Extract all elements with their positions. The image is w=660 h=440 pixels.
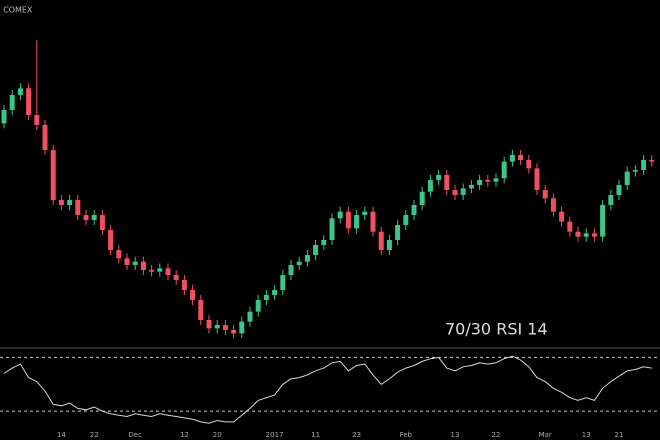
candle-body xyxy=(17,88,23,95)
candle-body xyxy=(263,295,269,300)
candle-body xyxy=(362,211,368,215)
candle-body xyxy=(591,233,597,237)
candle-body xyxy=(616,185,622,195)
candle-body xyxy=(534,168,540,190)
x-tick-label: 13 xyxy=(582,431,591,439)
candle-body xyxy=(181,280,187,290)
candle-body xyxy=(272,290,278,295)
x-tick-label: 22 xyxy=(90,431,99,439)
candle-body xyxy=(493,178,499,182)
candle-body xyxy=(411,205,417,215)
candle-body xyxy=(9,95,15,110)
candle-body xyxy=(91,215,97,220)
candle-body xyxy=(608,195,614,205)
candle-body xyxy=(165,268,171,275)
candle-body xyxy=(583,233,589,237)
candle-body xyxy=(485,180,491,182)
candle-body xyxy=(58,200,64,205)
candle-body xyxy=(157,268,163,272)
candle-body xyxy=(403,215,409,225)
x-tick-label: 12 xyxy=(180,431,189,439)
x-tick-label: 22 xyxy=(492,431,501,439)
candle-body xyxy=(124,258,130,265)
candle-body xyxy=(50,150,56,200)
candle-body xyxy=(108,230,114,250)
x-tick-label: Mar xyxy=(539,431,552,439)
candle-body xyxy=(83,215,89,220)
x-tick-label: 14 xyxy=(57,431,66,439)
candle-body xyxy=(26,88,32,115)
candle-body xyxy=(370,211,376,232)
candle-body xyxy=(239,321,245,334)
candle-body xyxy=(231,330,237,334)
symbol-label: , COMEX xyxy=(0,6,33,15)
candle-body xyxy=(296,261,302,265)
x-tick-label: 21 xyxy=(615,431,624,439)
candle-body xyxy=(395,225,401,240)
candle-body xyxy=(427,180,433,192)
candle-body xyxy=(255,300,261,312)
candle-body xyxy=(1,110,7,124)
candle-body xyxy=(99,215,105,230)
candle-body xyxy=(173,275,179,280)
candle-body xyxy=(149,270,155,272)
candle-body xyxy=(214,325,220,329)
x-tick-label: 20 xyxy=(213,431,222,439)
candle-body xyxy=(641,160,647,170)
candle-body xyxy=(378,231,384,250)
x-tick-label: 13 xyxy=(451,431,460,439)
candle-body xyxy=(460,188,466,195)
candle-body xyxy=(67,200,73,205)
candle-body xyxy=(575,231,581,237)
x-tick-label: 23 xyxy=(352,431,361,439)
candle-body xyxy=(518,155,524,160)
candle-body xyxy=(559,211,565,222)
candle-body xyxy=(436,175,442,180)
candle-body xyxy=(190,290,196,300)
indicator-annotation: 70/30 RSI 14 xyxy=(445,320,548,339)
candle-body xyxy=(329,218,335,240)
candle-body xyxy=(75,200,81,215)
candle-body xyxy=(600,205,606,237)
candle-body xyxy=(247,311,253,322)
candle-body xyxy=(624,171,630,185)
candle-body xyxy=(337,211,343,219)
candle-body xyxy=(542,190,548,199)
candle-body xyxy=(526,160,532,169)
x-tick-label: Feb xyxy=(400,431,413,439)
candle-body xyxy=(468,185,474,189)
candle-body xyxy=(649,160,655,162)
candle-body xyxy=(42,125,48,150)
candle-body xyxy=(222,325,228,330)
candle-body xyxy=(444,175,450,190)
candle-body xyxy=(116,250,122,259)
candle-body xyxy=(452,190,458,195)
candle-body xyxy=(280,275,286,290)
candle-body xyxy=(304,255,310,262)
candle-body xyxy=(550,198,556,212)
x-tick-label: 11 xyxy=(311,431,320,439)
candle-body xyxy=(632,170,638,172)
candle-body xyxy=(345,211,351,229)
candle-body xyxy=(509,155,515,162)
x-tick-label: 2017 xyxy=(266,431,284,439)
candle-body xyxy=(313,245,319,255)
x-tick-label: Dec xyxy=(128,431,142,439)
candle-body xyxy=(198,300,204,320)
candle-body xyxy=(206,320,212,329)
candle-body xyxy=(132,261,138,265)
rsi-line xyxy=(3,355,652,424)
candle-body xyxy=(354,215,360,229)
candle-body xyxy=(567,221,573,232)
candle-body xyxy=(419,191,425,205)
candle-body xyxy=(386,240,392,250)
candle-body xyxy=(140,261,146,270)
candle-body xyxy=(501,161,507,179)
candle-body xyxy=(477,180,483,185)
candle-body xyxy=(288,265,294,275)
candle-body xyxy=(34,115,40,125)
candle-body xyxy=(321,240,327,245)
